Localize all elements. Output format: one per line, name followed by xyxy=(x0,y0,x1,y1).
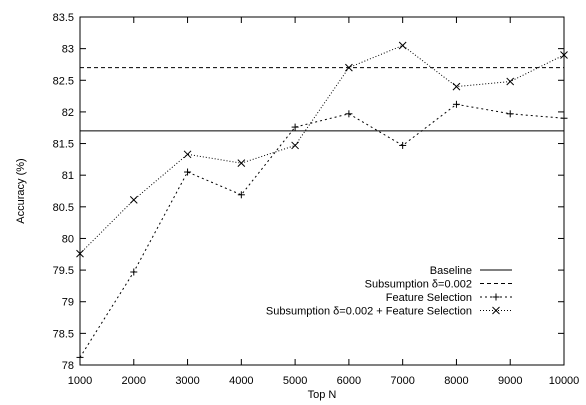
series-3-point xyxy=(399,141,407,149)
x-tick-label: 5000 xyxy=(283,375,307,387)
x-tick-label: 8000 xyxy=(444,375,468,387)
series-3-point xyxy=(291,123,299,131)
series-3-point xyxy=(452,100,460,108)
legend-marker xyxy=(492,293,500,301)
y-tick-label: 78 xyxy=(62,360,74,372)
x-tick-label: 9000 xyxy=(498,375,522,387)
x-tick-label: 7000 xyxy=(390,375,414,387)
series-4-point xyxy=(560,51,568,59)
x-tick-label: 4000 xyxy=(229,375,253,387)
y-tick-label: 79 xyxy=(62,297,74,309)
y-tick-label: 80 xyxy=(62,233,74,245)
series-3-point xyxy=(345,110,353,118)
y-axis-label: Accuracy (%) xyxy=(15,158,27,223)
series-4-point xyxy=(237,159,246,168)
series-3-point xyxy=(130,268,138,276)
series-3-point xyxy=(237,191,245,199)
x-tick-label: 2000 xyxy=(122,375,146,387)
x-axis-label: Top N xyxy=(308,389,337,401)
x-tick-label: 3000 xyxy=(175,375,199,387)
y-tick-label: 79.5 xyxy=(53,265,74,277)
series-3-point xyxy=(184,168,192,176)
y-tick-label: 78.5 xyxy=(53,328,74,340)
series-4-point xyxy=(291,141,299,150)
legend-label: Baseline xyxy=(430,265,472,277)
series-3-point xyxy=(506,110,514,118)
y-tick-label: 81 xyxy=(62,170,74,182)
y-tick-label: 82.5 xyxy=(53,75,74,87)
y-tick-label: 80.5 xyxy=(53,202,74,214)
series-4-point xyxy=(76,249,84,258)
series-layer xyxy=(76,41,568,361)
axis-ticks: 1000 2000 3000 4000 5000 6000 7000 8000 9000 1000… xyxy=(53,12,580,387)
series-3-point xyxy=(560,114,568,122)
series-4-point xyxy=(129,196,138,204)
y-tick-label: 83 xyxy=(62,44,74,56)
x-tick-label: 1000 xyxy=(68,375,92,387)
legend-label: Subsumption δ=0.002 xyxy=(365,279,472,291)
plot-frame xyxy=(79,16,565,366)
series-4-point xyxy=(398,41,407,50)
series-4-point xyxy=(183,150,192,159)
y-tick-label: 82 xyxy=(62,107,74,119)
series-4-line xyxy=(79,44,565,254)
series-4-point xyxy=(345,63,353,72)
x-tick-label: 10000 xyxy=(549,375,580,387)
series-4-point xyxy=(452,82,461,91)
series-4-point xyxy=(506,77,515,86)
y-tick-label: 83.5 xyxy=(53,12,74,24)
series-3-point xyxy=(76,353,84,361)
legend-marker xyxy=(492,306,500,315)
series-3-line xyxy=(79,103,565,358)
x-tick-label: 6000 xyxy=(337,375,361,387)
legend-label: Feature Selection xyxy=(386,292,472,304)
y-tick-label: 81.5 xyxy=(53,139,74,151)
legend-label: Subsumption δ=0.002 + Feature Selection xyxy=(266,306,472,318)
